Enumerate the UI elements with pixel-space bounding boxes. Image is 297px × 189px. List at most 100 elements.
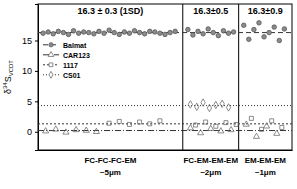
legend-label: 1117 bbox=[63, 62, 78, 69]
section-size: ~5μm bbox=[100, 168, 121, 177]
data-point bbox=[127, 122, 131, 126]
data-point bbox=[224, 121, 228, 125]
data-point bbox=[247, 37, 252, 42]
y-tick-label: 15 bbox=[22, 36, 32, 46]
data-point bbox=[92, 32, 97, 37]
data-point bbox=[137, 30, 142, 35]
section-divider bbox=[238, 4, 239, 150]
data-point bbox=[196, 29, 201, 34]
section-size: ~1μm bbox=[255, 168, 276, 177]
data-point bbox=[257, 21, 262, 26]
data-point bbox=[158, 31, 163, 36]
data-point bbox=[226, 104, 230, 111]
plot-frame bbox=[38, 4, 292, 150]
section-annotation: 16.3±0.9 bbox=[248, 6, 283, 16]
data-point bbox=[206, 27, 211, 32]
y-tick-label: 5 bbox=[27, 97, 32, 107]
data-point bbox=[132, 29, 137, 34]
data-point bbox=[122, 30, 127, 35]
data-point bbox=[270, 119, 274, 123]
data-point bbox=[76, 31, 81, 36]
data-point bbox=[282, 27, 287, 32]
data-point bbox=[97, 29, 102, 34]
y-tick-label: 0 bbox=[27, 127, 32, 137]
data-point bbox=[201, 32, 206, 37]
data-point bbox=[148, 122, 152, 126]
data-point bbox=[243, 121, 249, 126]
data-point bbox=[221, 29, 226, 34]
data-point bbox=[186, 27, 191, 32]
data-point bbox=[53, 126, 59, 131]
legend-marker bbox=[49, 71, 53, 78]
data-point bbox=[81, 30, 86, 35]
data-point bbox=[277, 38, 282, 43]
data-point bbox=[187, 125, 193, 130]
data-point bbox=[188, 101, 192, 108]
data-point bbox=[207, 104, 211, 111]
data-point bbox=[241, 23, 246, 28]
data-point bbox=[218, 128, 224, 133]
series-points bbox=[188, 99, 230, 112]
legend-marker bbox=[49, 63, 53, 67]
y-tick: 5 bbox=[27, 97, 38, 107]
data-point bbox=[87, 30, 92, 35]
legend-label: Balmat bbox=[63, 42, 87, 49]
data-point bbox=[214, 124, 218, 128]
section-label: EM-EM-EM bbox=[245, 156, 287, 165]
data-point bbox=[204, 120, 208, 124]
data-point bbox=[83, 127, 89, 132]
data-point bbox=[274, 130, 280, 135]
data-point bbox=[211, 30, 216, 35]
data-point bbox=[41, 31, 46, 36]
section-size: ~2μm bbox=[200, 168, 221, 177]
y-title-part: VCDT bbox=[8, 60, 14, 77]
data-point bbox=[191, 33, 196, 38]
series-points bbox=[107, 116, 284, 131]
data-point bbox=[228, 126, 234, 131]
data-point bbox=[272, 25, 277, 30]
y-tick-label: 10 bbox=[22, 66, 32, 76]
data-point bbox=[168, 30, 173, 35]
reference-line bbox=[38, 130, 292, 131]
data-point bbox=[127, 31, 132, 36]
data-point bbox=[201, 99, 205, 106]
data-point bbox=[66, 32, 71, 37]
y-axis-title: δ34SVCDT bbox=[2, 60, 14, 94]
chart: 05101516.3 ± 0.3 (1SD)FC-FC-FC-EM~5μm16.… bbox=[0, 0, 297, 189]
data-point bbox=[142, 32, 147, 37]
y-tick-mark bbox=[35, 71, 38, 72]
legend-label: CAR123 bbox=[63, 52, 90, 59]
data-point bbox=[107, 28, 112, 33]
data-point bbox=[198, 129, 204, 134]
data-point bbox=[102, 31, 107, 36]
series-points bbox=[43, 121, 280, 138]
data-point bbox=[173, 29, 178, 34]
x-axis bbox=[39, 150, 293, 151]
legend-marker bbox=[49, 43, 53, 47]
data-point bbox=[231, 30, 236, 35]
data-point bbox=[148, 29, 153, 34]
y-tick: 10 bbox=[22, 66, 38, 76]
series-points bbox=[41, 21, 287, 43]
section-label: FC-FC-FC-EM bbox=[84, 156, 136, 165]
data-point bbox=[63, 129, 69, 134]
data-point bbox=[262, 35, 267, 40]
data-point bbox=[112, 30, 117, 35]
x-axis-line bbox=[39, 150, 293, 151]
y-tick: 0 bbox=[27, 127, 38, 137]
y-axis: 0 5 10 15 bbox=[22, 5, 39, 151]
data-point bbox=[253, 133, 259, 138]
section-annotation: 16.3±0.5 bbox=[193, 6, 228, 16]
data-point bbox=[51, 32, 56, 37]
data-point bbox=[61, 30, 66, 35]
data-point bbox=[195, 103, 199, 110]
reference-line bbox=[38, 105, 292, 106]
data-point bbox=[43, 128, 49, 133]
legend-marker bbox=[48, 52, 54, 57]
data-point bbox=[117, 119, 121, 123]
data-point bbox=[216, 33, 221, 38]
data-point bbox=[71, 29, 76, 34]
data-point bbox=[264, 123, 270, 128]
y-tick-mark bbox=[35, 41, 38, 42]
section-divider bbox=[182, 4, 183, 150]
